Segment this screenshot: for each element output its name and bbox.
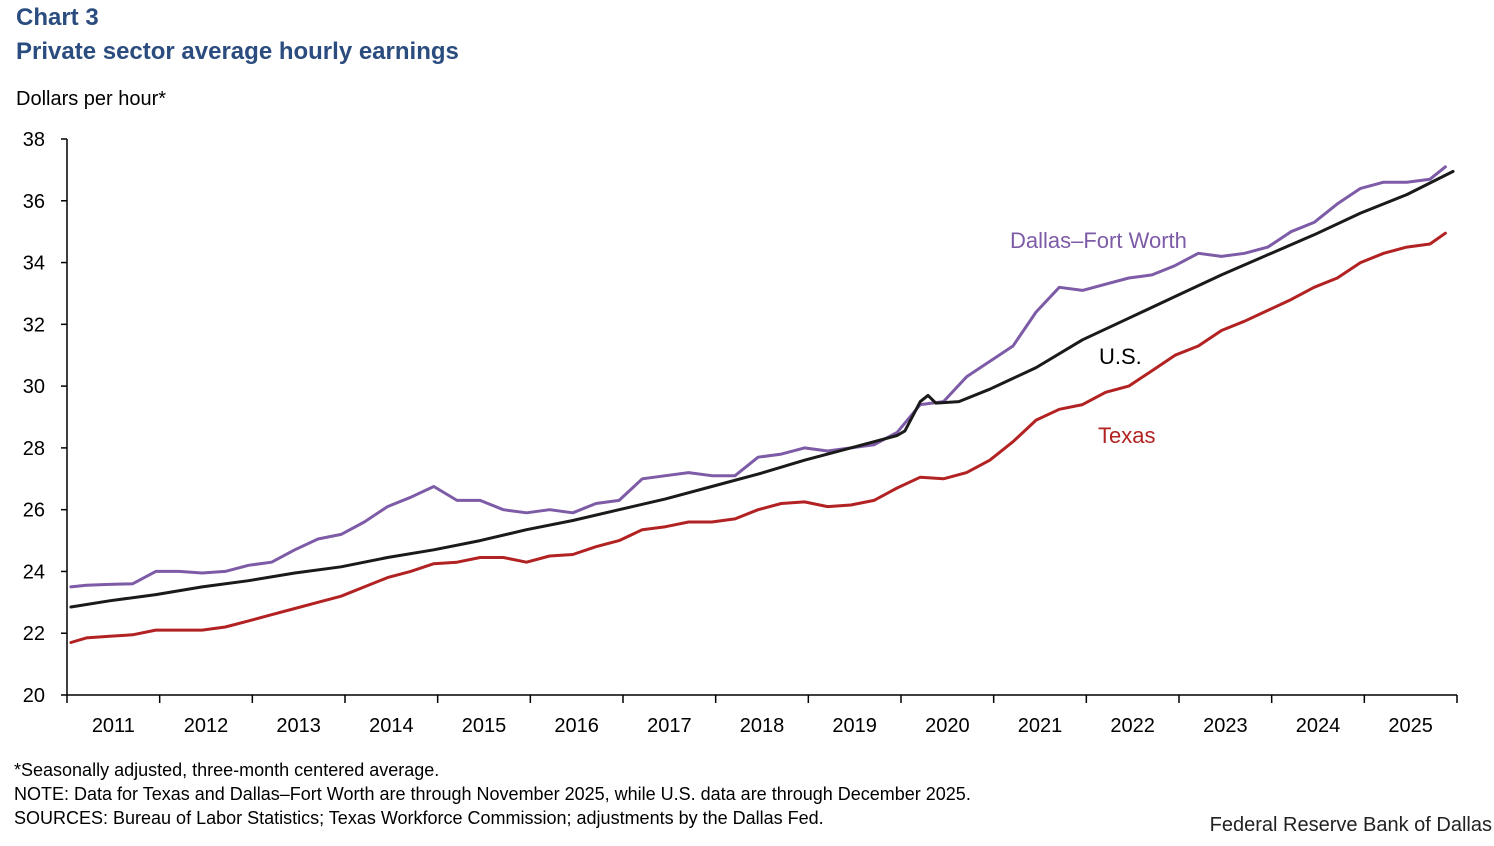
x-tick-label: 2011 bbox=[92, 715, 135, 737]
series-line-dallas-fort-worth bbox=[69, 165, 1447, 589]
chart-notes: *Seasonally adjusted, three-month center… bbox=[14, 758, 971, 830]
x-tick-label: 2022 bbox=[1110, 715, 1155, 737]
series-label: U.S. bbox=[1099, 344, 1142, 369]
y-tick-label: 22 bbox=[23, 623, 45, 645]
series-line-texas bbox=[69, 231, 1447, 644]
x-tick-label: 2018 bbox=[740, 715, 785, 737]
x-tick-label: 2020 bbox=[925, 715, 970, 737]
y-axis-label: Dollars per hour* bbox=[16, 88, 167, 110]
y-tick-label: 34 bbox=[23, 253, 45, 275]
y-tick-label: 20 bbox=[23, 685, 45, 707]
x-tick-label: 2024 bbox=[1296, 715, 1341, 737]
x-tick-label: 2025 bbox=[1388, 715, 1433, 737]
series-label: Texas bbox=[1098, 423, 1155, 448]
x-tick-label: 2017 bbox=[647, 715, 692, 737]
x-tick-label: 2019 bbox=[832, 715, 877, 737]
chart-number: Chart 3 bbox=[16, 4, 99, 31]
series-labels: Dallas–Fort Worth U.S. Texas bbox=[1010, 228, 1187, 448]
y-tick-label: 38 bbox=[23, 129, 45, 151]
credit-line: Federal Reserve Bank of Dallas bbox=[1209, 814, 1492, 836]
chart-title: Private sector average hourly earnings bbox=[16, 38, 459, 65]
x-tick-label: 2016 bbox=[554, 715, 599, 737]
note-data-coverage: NOTE: Data for Texas and Dallas–Fort Wor… bbox=[14, 784, 971, 804]
x-tick-label: 2012 bbox=[184, 715, 229, 737]
x-tick-label: 2023 bbox=[1203, 715, 1248, 737]
note-adjustment: *Seasonally adjusted, three-month center… bbox=[14, 760, 440, 780]
note-sources: SOURCES: Bureau of Labor Statistics; Tex… bbox=[14, 808, 824, 828]
x-tick-label: 2015 bbox=[462, 715, 507, 737]
y-tick-label: 36 bbox=[23, 191, 45, 213]
x-tick-label: 2014 bbox=[369, 715, 414, 737]
y-tick-label: 26 bbox=[23, 500, 45, 522]
y-tick-label: 30 bbox=[23, 376, 45, 398]
y-tick-label: 28 bbox=[23, 438, 45, 460]
y-tick-label: 32 bbox=[23, 314, 45, 336]
series-label: Dallas–Fort Worth bbox=[1010, 228, 1187, 253]
y-tick-label: 24 bbox=[23, 561, 45, 583]
chart-series bbox=[69, 165, 1455, 644]
series-line-u-s bbox=[69, 169, 1455, 609]
x-tick-label: 2021 bbox=[1018, 715, 1063, 737]
x-tick-label: 2013 bbox=[276, 715, 321, 737]
